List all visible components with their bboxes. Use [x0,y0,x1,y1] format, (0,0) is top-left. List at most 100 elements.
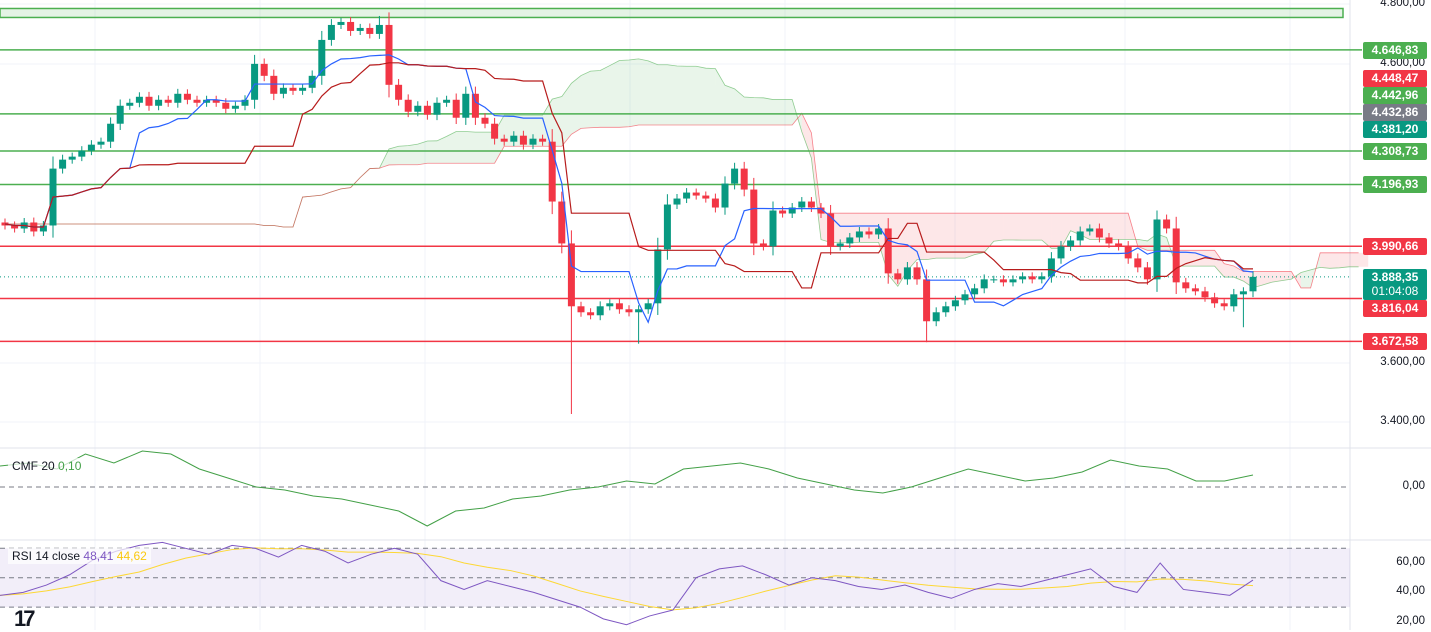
rsi-tick: 20,00 [1396,615,1425,627]
indicator-label: 4.381,20 [1363,121,1427,138]
candle-body [462,94,469,118]
candle-body [424,106,431,115]
ichimoku-cloud [466,132,476,164]
candle-body [443,100,450,103]
candle-body [510,136,517,142]
candle-body [136,97,143,103]
ichimoku-cloud [811,133,821,240]
level-label: 3.816,04 [1363,300,1427,317]
candle-body [914,267,921,279]
candle-body [702,196,709,199]
candle-body [1029,276,1036,279]
ichimoku-cloud [1051,213,1061,248]
ichimoku-cloud [773,100,783,125]
candle-body [837,243,844,246]
candle-body [1221,303,1228,306]
candle-body [539,139,546,142]
candle-body [683,193,690,199]
ichimoku-cloud [1263,272,1273,285]
ichimoku-cloud [1330,253,1340,269]
ichimoku-cloud [571,76,581,135]
candle-body [69,157,76,160]
candle-body [1230,294,1237,306]
resistance-zone [0,8,1343,17]
candle-body [933,312,940,321]
price-tick: 3.400,00 [1380,415,1425,427]
candle-body [501,139,508,142]
candle-body [664,205,671,250]
cmf-legend[interactable]: CMF 20 0,10 [8,458,85,474]
candle-body [376,25,383,34]
candle-body [693,193,700,196]
candle-body [338,22,345,25]
rsi-value: 48,41 [83,549,113,563]
ichimoku-cloud [687,66,697,125]
candle-body [760,243,767,246]
candle-body [962,294,969,300]
last-price: 3.888,35 [1363,270,1427,284]
candle-body [722,184,729,208]
candle-body [59,160,66,169]
ichimoku-cloud [639,59,649,125]
candle-body [885,228,892,273]
candle-body [395,85,402,100]
candle-body [357,28,364,31]
ichimoku-cloud [667,65,677,125]
ichimoku-cloud [591,71,601,128]
ichimoku-cloud [648,61,658,125]
candle-body [251,64,258,100]
candle-body [1086,228,1093,231]
ichimoku-cloud [783,100,793,125]
candle-body [414,106,421,112]
candle-body [299,88,306,91]
ichimoku-cloud [936,213,946,258]
candle-body [904,267,911,279]
candle-body [1250,277,1257,291]
ichimoku-cloud [955,213,965,258]
candle-body [1144,267,1151,279]
ichimoku-cloud [427,141,437,163]
candle-body [117,106,124,124]
candle-body [808,202,815,208]
cmf-value: 0,10 [58,459,81,473]
candle-body [347,22,354,31]
candle-body [155,100,162,106]
ichimoku-cloud [629,59,639,127]
candle-body [635,309,642,312]
rsi-legend[interactable]: RSI 14 close 48,41 44,62 [8,548,151,564]
candle-body [1154,219,1161,279]
rsi-name: RSI 14 close [12,549,80,563]
tradingview-logo[interactable]: 17 [14,606,32,632]
candle-body [626,309,633,312]
ichimoku-cloud [975,213,985,254]
candle-body [1106,237,1113,243]
ichimoku-cloud [696,66,706,125]
ichimoku-cloud [946,213,956,258]
ichimoku-cloud [725,85,735,125]
price-tick: 3.600,00 [1380,356,1425,368]
candle-body [1010,279,1017,282]
candle-body [1192,288,1199,291]
candle-body [472,94,479,118]
candle-body [194,100,201,103]
ichimoku-cloud [763,98,773,125]
candle-body [779,211,786,214]
candle-body [616,303,623,309]
indicator-label: 4.432,86 [1363,104,1427,121]
candle-body [434,103,441,115]
candle-body [1211,297,1218,303]
candle-body [578,306,585,312]
ichimoku-cloud [658,65,668,125]
ichimoku-cloud [408,144,418,165]
ichimoku-cloud [389,146,399,165]
candle-body [741,169,748,190]
candle-body [1163,219,1170,228]
ichimoku-cloud [1003,213,1013,240]
candle-body [1182,282,1189,288]
candle-body [645,303,652,309]
candle-body [270,76,277,94]
level-label: 4.196,93 [1363,176,1427,193]
candle-body [712,199,719,208]
candle-body [366,28,373,34]
